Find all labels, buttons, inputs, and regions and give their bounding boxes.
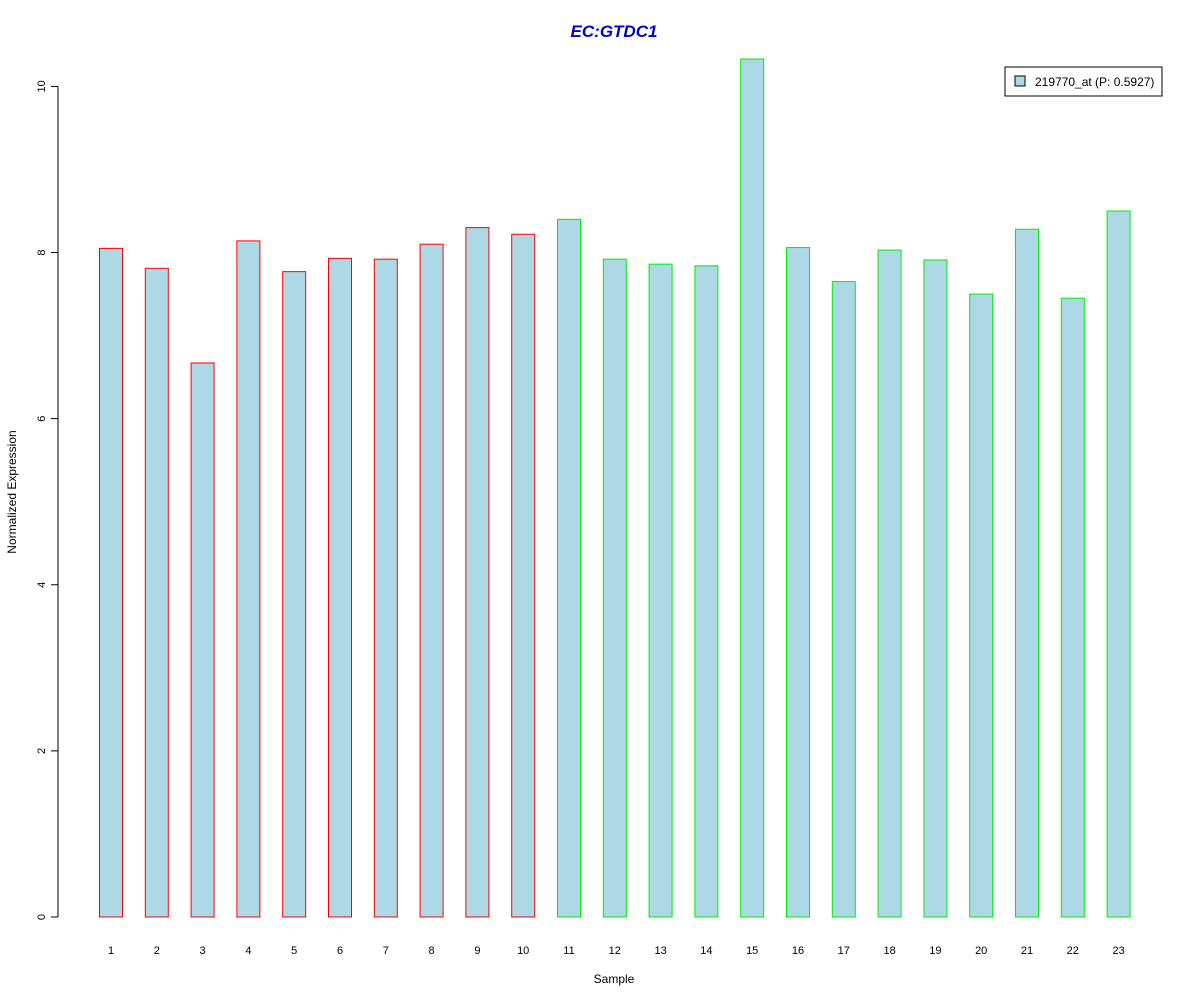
y-axis: 0 2 4 6 8 10 bbox=[36, 80, 59, 920]
bar-sample-8 bbox=[419, 243, 444, 918]
y-tick-label: 10 bbox=[36, 80, 48, 92]
bar-sample-18 bbox=[877, 249, 902, 918]
bar-sample-2 bbox=[144, 267, 169, 918]
x-tick-label: 6 bbox=[337, 945, 343, 957]
bar-sample-4 bbox=[236, 240, 261, 918]
x-tick-label: 20 bbox=[975, 945, 987, 957]
x-tick-label: 7 bbox=[383, 945, 389, 957]
x-tick-label: 1 bbox=[108, 945, 114, 957]
bar-sample-1 bbox=[99, 247, 123, 918]
bar-sample-3 bbox=[190, 362, 215, 918]
bar-sample-12 bbox=[602, 258, 627, 918]
legend-swatch bbox=[1014, 75, 1026, 87]
x-tick-label: 16 bbox=[792, 945, 804, 957]
bar-sample-15 bbox=[740, 58, 765, 918]
x-axis-tick-labels: 1 2 3 4 5 6 7 8 9 10 11 12 13 14 15 16 17 18 19 20 21 22 23 bbox=[108, 945, 1125, 957]
bars bbox=[99, 58, 1131, 918]
bar-sample-7 bbox=[373, 258, 398, 918]
x-tick-label: 19 bbox=[929, 945, 941, 957]
x-tick-label: 15 bbox=[746, 945, 758, 957]
y-tick-label: 4 bbox=[36, 582, 48, 588]
bar-sample-11 bbox=[557, 218, 581, 918]
bar-sample-10 bbox=[511, 233, 536, 918]
y-tick-label: 6 bbox=[36, 416, 48, 422]
x-tick-label: 23 bbox=[1112, 945, 1124, 957]
x-tick-label: 2 bbox=[154, 945, 160, 957]
x-tick-label: 17 bbox=[838, 945, 850, 957]
x-tick-label: 12 bbox=[609, 945, 621, 957]
legend-box bbox=[1004, 66, 1163, 97]
x-tick-label: 14 bbox=[700, 945, 712, 957]
bar-sample-19 bbox=[923, 259, 948, 918]
bar-sample-21 bbox=[1015, 228, 1039, 918]
x-tick-label: 11 bbox=[563, 945, 574, 957]
y-tick-label: 8 bbox=[36, 249, 48, 255]
x-axis-label: Sample bbox=[594, 972, 635, 986]
x-tick-label: 18 bbox=[883, 945, 895, 957]
legend-label: 219770_at (P: 0.5927) bbox=[1035, 75, 1154, 89]
bar-sample-16 bbox=[786, 247, 810, 918]
x-tick-label: 4 bbox=[245, 945, 251, 957]
x-tick-label: 21 bbox=[1021, 945, 1033, 957]
y-tick-label: 2 bbox=[36, 748, 48, 754]
bar-sample-20 bbox=[969, 293, 994, 918]
x-tick-label: 10 bbox=[517, 945, 529, 957]
bar-sample-17 bbox=[831, 281, 856, 918]
x-tick-label: 9 bbox=[474, 945, 480, 957]
chart-title: EC:GTDC1 bbox=[571, 22, 658, 41]
bar-sample-5 bbox=[282, 271, 307, 918]
bar-sample-23 bbox=[1106, 210, 1131, 918]
x-tick-label: 13 bbox=[654, 945, 666, 957]
y-axis-label: Normalized Expression bbox=[5, 430, 19, 553]
x-tick-label: 5 bbox=[291, 945, 297, 957]
bar-sample-6 bbox=[328, 257, 352, 918]
y-tick-label: 0 bbox=[36, 914, 48, 920]
bar-sample-14 bbox=[694, 265, 719, 918]
bar-sample-9 bbox=[465, 227, 490, 918]
x-tick-label: 3 bbox=[200, 945, 206, 957]
legend: 219770_at (P: 0.5927) bbox=[1004, 66, 1163, 97]
x-tick-label: 22 bbox=[1067, 945, 1079, 957]
x-tick-label: 8 bbox=[429, 945, 435, 957]
bar-sample-13 bbox=[648, 263, 673, 918]
bar-sample-22 bbox=[1060, 297, 1085, 918]
